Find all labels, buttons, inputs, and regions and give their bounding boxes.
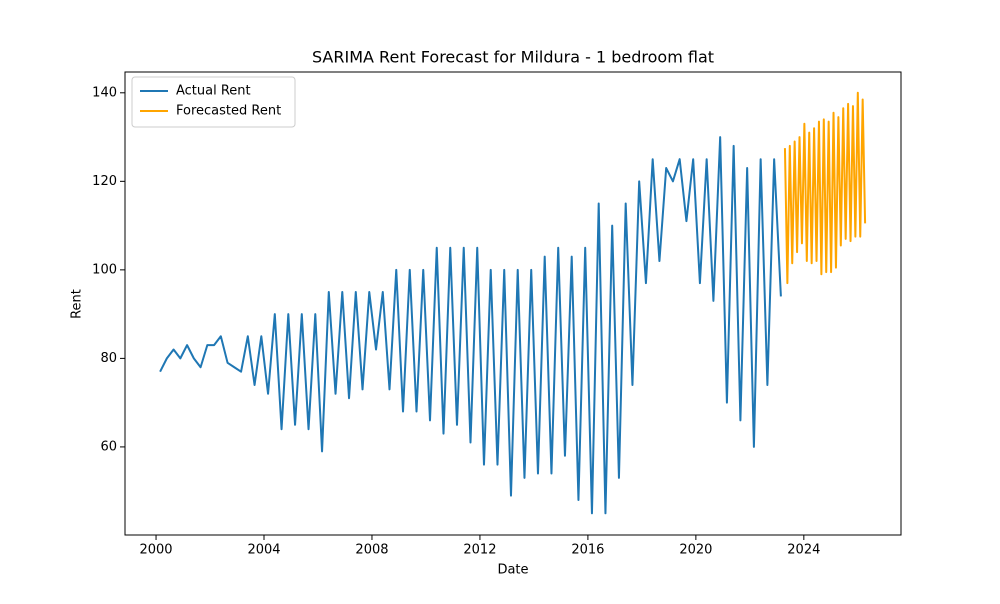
x-tick-label: 2012 (463, 543, 496, 558)
y-axis-label: Rent (70, 289, 85, 319)
x-tick-label: 2024 (787, 543, 820, 558)
legend-box (131, 76, 296, 128)
series-line (783, 91, 867, 285)
chart-title: SARIMA Rent Forecast for Mildura - 1 bed… (312, 48, 714, 67)
y-tick-label: 100 (92, 262, 117, 277)
x-tick-label: 2016 (571, 543, 604, 558)
series-line (159, 136, 782, 515)
x-tick-label: 2020 (679, 543, 712, 558)
y-tick-label: 80 (100, 351, 117, 366)
y-tick-label: 120 (92, 174, 117, 189)
legend-label: Forecasted Rent (176, 104, 281, 119)
y-tick-label: 60 (100, 439, 117, 454)
x-tick-label: 2004 (247, 543, 280, 558)
x-axis-label: Date (497, 563, 528, 578)
plot-frame (124, 71, 902, 536)
legend-label: Actual Rent (176, 84, 251, 99)
x-tick-label: 2008 (355, 543, 388, 558)
y-tick-label: 140 (92, 85, 117, 100)
x-tick-label: 2000 (139, 543, 172, 558)
